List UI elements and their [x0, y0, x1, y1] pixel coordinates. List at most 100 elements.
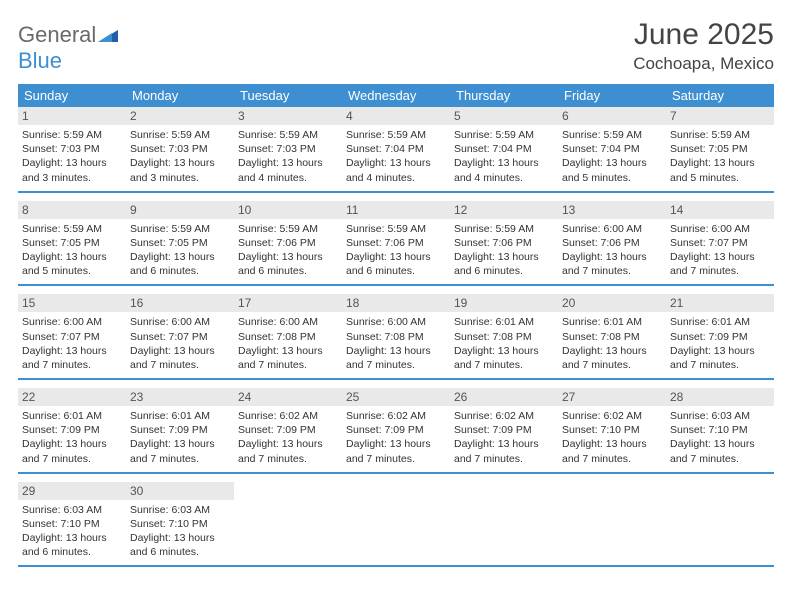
sunset-line-value: 7:04 PM [385, 143, 424, 155]
daylight-line-label: Daylight: [22, 532, 66, 544]
sunset-line-label: Sunset: [454, 424, 493, 436]
day-number: 26 [450, 388, 558, 406]
week-row: 15 Sunrise: 6:00 AM Sunset: 7:07 PM Dayligh… [18, 294, 774, 380]
sunset-line-value: 7:07 PM [169, 331, 208, 343]
sunrise-line: Sunrise: 6:02 AM [346, 409, 446, 423]
sunrise-line: Sunrise: 5:59 AM [22, 128, 122, 142]
sunrise-line: Sunrise: 6:01 AM [22, 409, 122, 423]
sunset-line: Sunset: 7:06 PM [346, 236, 446, 250]
day-cell: 30Sunrise: 6:03 AMSunset: 7:10 PMDayligh… [126, 482, 234, 566]
sunrise-line-label: Sunrise: [22, 316, 63, 328]
sunset-line-label: Sunset: [22, 143, 61, 155]
daylight-line: Daylight: 13 hours and 4 minutes. [346, 156, 446, 184]
daylight-line: Daylight: 13 hours and 3 minutes. [22, 156, 122, 184]
sunset-line: Sunset: 7:07 PM [670, 236, 770, 250]
calendar: SundayMondayTuesdayWednesdayThursdayFrid… [18, 84, 774, 567]
day-cell: 28Sunrise: 6:03 AMSunset: 7:10 PMDayligh… [666, 388, 774, 472]
day-cell: 19Sunrise: 6:01 AMSunset: 7:08 PMDayligh… [450, 294, 558, 378]
sunrise-line-label: Sunrise: [22, 129, 63, 141]
sunrise-line-value: 5:59 AM [63, 223, 102, 235]
daylight-line: Daylight: 13 hours and 5 minutes. [22, 250, 122, 278]
daylight-line: Daylight: 13 hours and 7 minutes. [346, 437, 446, 465]
sunrise-line: Sunrise: 6:01 AM [562, 315, 662, 329]
sunrise-line: Sunrise: 6:03 AM [130, 503, 230, 517]
sunrise-line-value: 6:00 AM [63, 316, 102, 328]
sunrise-line: Sunrise: 6:01 AM [130, 409, 230, 423]
daylight-line: Daylight: 13 hours and 7 minutes. [562, 344, 662, 372]
day-cell: 5Sunrise: 5:59 AMSunset: 7:04 PMDaylight… [450, 107, 558, 191]
sunset-line-value: 7:03 PM [277, 143, 316, 155]
sunset-line-value: 7:06 PM [493, 237, 532, 249]
sunset-line-label: Sunset: [454, 237, 493, 249]
day-header: Monday [126, 84, 234, 107]
sunset-line-label: Sunset: [238, 424, 277, 436]
daylight-line-label: Daylight: [454, 157, 498, 169]
sunset-line-value: 7:09 PM [385, 424, 424, 436]
sunset-line: Sunset: 7:10 PM [130, 517, 230, 531]
sunset-line-value: 7:07 PM [61, 331, 100, 343]
sunrise-line-label: Sunrise: [562, 129, 603, 141]
sunrise-line-value: 5:59 AM [171, 223, 210, 235]
sunrise-line-value: 5:59 AM [279, 223, 318, 235]
sunset-line-value: 7:05 PM [709, 143, 748, 155]
daylight-line: Daylight: 13 hours and 7 minutes. [22, 437, 122, 465]
week-row: 1Sunrise: 5:59 AMSunset: 7:03 PMDaylight… [18, 107, 774, 193]
sunset-line: Sunset: 7:05 PM [670, 142, 770, 156]
sunrise-line-value: 6:01 AM [495, 316, 534, 328]
sunset-line: Sunset: 7:08 PM [454, 330, 554, 344]
day-number: 10 [234, 201, 342, 219]
daylight-line-label: Daylight: [670, 438, 714, 450]
sunrise-line: Sunrise: 5:59 AM [454, 222, 554, 236]
sunrise-line-value: 5:59 AM [63, 129, 102, 141]
day-number: 15 [18, 294, 126, 312]
daylight-line-label: Daylight: [454, 438, 498, 450]
sunset-line-label: Sunset: [562, 424, 601, 436]
day-cell [666, 482, 774, 566]
sunrise-line-value: 6:01 AM [63, 410, 102, 422]
sunrise-line: Sunrise: 6:00 AM [346, 315, 446, 329]
sunset-line-value: 7:09 PM [277, 424, 316, 436]
day-cell: 18Sunrise: 6:00 AMSunset: 7:08 PMDayligh… [342, 294, 450, 378]
sunrise-line-value: 5:59 AM [387, 129, 426, 141]
daylight-line-label: Daylight: [562, 251, 606, 263]
day-cell: 23Sunrise: 6:01 AMSunset: 7:09 PMDayligh… [126, 388, 234, 472]
logo-word-general: General [18, 22, 96, 47]
sunrise-line: Sunrise: 5:59 AM [346, 222, 446, 236]
sunset-line-label: Sunset: [22, 237, 61, 249]
daylight-line-label: Daylight: [238, 438, 282, 450]
daylight-line: Daylight: 13 hours and 7 minutes. [130, 437, 230, 465]
day-cell: 21Sunrise: 6:01 AMSunset: 7:09 PMDayligh… [666, 294, 774, 378]
sunrise-line: Sunrise: 5:59 AM [454, 128, 554, 142]
day-cell: 8Sunrise: 5:59 AMSunset: 7:05 PMDaylight… [18, 201, 126, 285]
sunset-line-value: 7:05 PM [61, 237, 100, 249]
daylight-line: Daylight: 13 hours and 7 minutes. [670, 250, 770, 278]
sunrise-line: Sunrise: 5:59 AM [562, 128, 662, 142]
daylight-line: Daylight: 13 hours and 5 minutes. [562, 156, 662, 184]
day-number: 17 [234, 294, 342, 312]
daylight-line: Daylight: 13 hours and 5 minutes. [670, 156, 770, 184]
day-cell: 13Sunrise: 6:00 AMSunset: 7:06 PMDayligh… [558, 201, 666, 285]
day-header: Wednesday [342, 84, 450, 107]
sunrise-line-value: 5:59 AM [171, 129, 210, 141]
day-cell: 27Sunrise: 6:02 AMSunset: 7:10 PMDayligh… [558, 388, 666, 472]
sunrise-line-label: Sunrise: [454, 410, 495, 422]
sunrise-line-label: Sunrise: [238, 223, 279, 235]
day-number: 23 [126, 388, 234, 406]
sunset-line-label: Sunset: [238, 331, 277, 343]
sunset-line-label: Sunset: [130, 518, 169, 530]
day-cell: 29Sunrise: 6:03 AMSunset: 7:10 PMDayligh… [18, 482, 126, 566]
daylight-line: Daylight: 13 hours and 7 minutes. [670, 437, 770, 465]
logo: General Blue [18, 18, 118, 74]
daylight-line-label: Daylight: [22, 251, 66, 263]
sunset-line-value: 7:10 PM [709, 424, 748, 436]
sunset-line-value: 7:03 PM [169, 143, 208, 155]
daylight-line-label: Daylight: [238, 251, 282, 263]
daylight-line: Daylight: 13 hours and 7 minutes. [238, 437, 338, 465]
day-cell [558, 482, 666, 566]
day-number: 21 [666, 294, 774, 312]
day-number: 16 [126, 294, 234, 312]
sunset-line-value: 7:10 PM [601, 424, 640, 436]
sunrise-line-value: 5:59 AM [603, 129, 642, 141]
sunset-line-value: 7:09 PM [169, 424, 208, 436]
day-number: 20 [558, 294, 666, 312]
